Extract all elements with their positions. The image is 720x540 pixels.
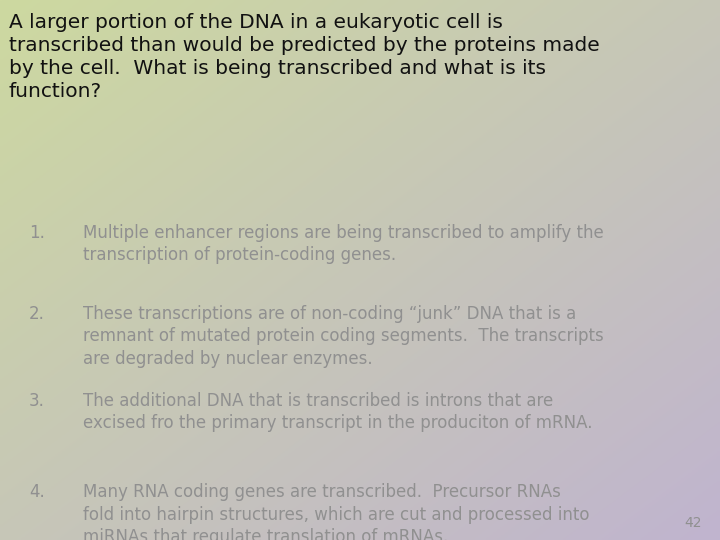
Text: A larger portion of the DNA in a eukaryotic cell is
transcribed than would be pr: A larger portion of the DNA in a eukaryo… — [9, 14, 599, 101]
Text: The additional DNA that is transcribed is introns that are
excised fro the prima: The additional DNA that is transcribed i… — [83, 392, 593, 431]
Text: 4.: 4. — [29, 483, 45, 501]
Text: Many RNA coding genes are transcribed.  Precursor RNAs
fold into hairpin structu: Many RNA coding genes are transcribed. P… — [83, 483, 589, 540]
Text: 2.: 2. — [29, 305, 45, 323]
Text: 1.: 1. — [29, 224, 45, 242]
Text: 3.: 3. — [29, 392, 45, 409]
Text: Multiple enhancer regions are being transcribed to amplify the
transcription of : Multiple enhancer regions are being tran… — [83, 224, 603, 264]
Text: These transcriptions are of non-coding “junk” DNA that is a
remnant of mutated p: These transcriptions are of non-coding “… — [83, 305, 603, 368]
Text: 42: 42 — [685, 516, 702, 530]
